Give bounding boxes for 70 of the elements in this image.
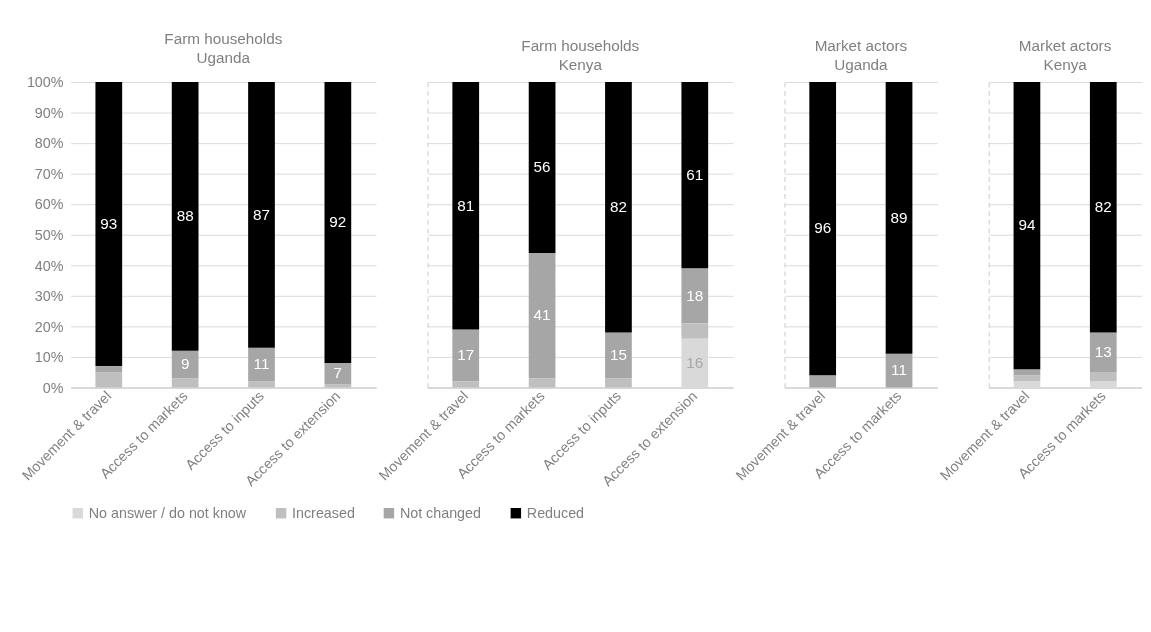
data-label: 7 — [333, 364, 343, 382]
y-tick-label: 10% — [34, 349, 64, 366]
y-tick-label: 100% — [26, 74, 64, 91]
data-label: 93 — [100, 214, 118, 232]
data-label: 61 — [686, 165, 704, 183]
bar — [452, 82, 480, 330]
bar — [248, 347, 275, 382]
bar — [1089, 372, 1117, 382]
data-label: 82 — [609, 198, 627, 216]
data-label: 94 — [1018, 216, 1036, 234]
bar — [681, 323, 709, 339]
legend-label: Increased — [292, 504, 355, 521]
data-label: 9 — [180, 355, 190, 373]
bar — [324, 384, 352, 388]
data-label: 41 — [533, 306, 551, 324]
data-label: 18 — [686, 286, 704, 304]
legend-label: Not changed — [399, 504, 482, 521]
data-label: 92 — [329, 213, 347, 231]
bar — [681, 268, 709, 324]
bar — [95, 366, 123, 373]
bar — [1013, 369, 1041, 376]
bar — [1089, 82, 1117, 333]
chart-title: Market actors Kenya — [1018, 36, 1112, 73]
bar — [1013, 375, 1041, 382]
data-label: 56 — [533, 158, 551, 176]
y-tick-label: 70% — [34, 165, 64, 182]
legend-label: Reduced — [526, 504, 585, 521]
bar — [605, 332, 632, 379]
data-label: 96 — [814, 219, 832, 237]
bar — [171, 350, 199, 379]
bar — [528, 378, 556, 388]
data-label: 82 — [1094, 198, 1112, 216]
y-tick-label: 80% — [34, 135, 64, 152]
y-tick-label: 0% — [42, 379, 64, 396]
bar — [248, 381, 275, 388]
y-tick-label: 50% — [34, 227, 64, 243]
data-label: 13 — [1094, 343, 1112, 361]
data-label: 88 — [176, 207, 194, 225]
bar — [605, 378, 632, 388]
data-label: 11 — [253, 355, 270, 373]
bar — [1013, 82, 1041, 370]
bar — [95, 82, 123, 367]
y-tick-label: 40% — [34, 257, 64, 274]
y-tick-label: 20% — [34, 318, 64, 335]
bar — [681, 82, 709, 269]
bar — [324, 82, 352, 364]
bar — [95, 372, 123, 388]
bar — [605, 82, 632, 333]
data-label: 81 — [457, 196, 475, 214]
data-label: 11 — [891, 361, 907, 379]
y-tick-label: 60% — [34, 196, 64, 213]
legend-label: No answer / do not know — [88, 504, 247, 521]
bar — [248, 82, 275, 348]
chart-title: Market actors Uganda — [814, 36, 908, 73]
bar — [528, 82, 556, 254]
chart-title: Farm households Uganda — [164, 29, 283, 66]
bar — [1089, 332, 1117, 373]
y-tick-label: 30% — [34, 288, 64, 305]
bar — [452, 381, 480, 388]
data-label: 17 — [457, 346, 475, 364]
bar — [528, 253, 556, 379]
chart-title: Farm households Kenya — [521, 36, 640, 73]
bar — [171, 378, 199, 388]
data-label: 15 — [609, 346, 627, 364]
y-tick-label: 90% — [34, 104, 64, 121]
bar — [171, 82, 199, 351]
bar — [452, 329, 480, 382]
data-label: 89 — [890, 208, 908, 226]
bar — [324, 363, 352, 385]
data-label: 87 — [253, 205, 270, 223]
